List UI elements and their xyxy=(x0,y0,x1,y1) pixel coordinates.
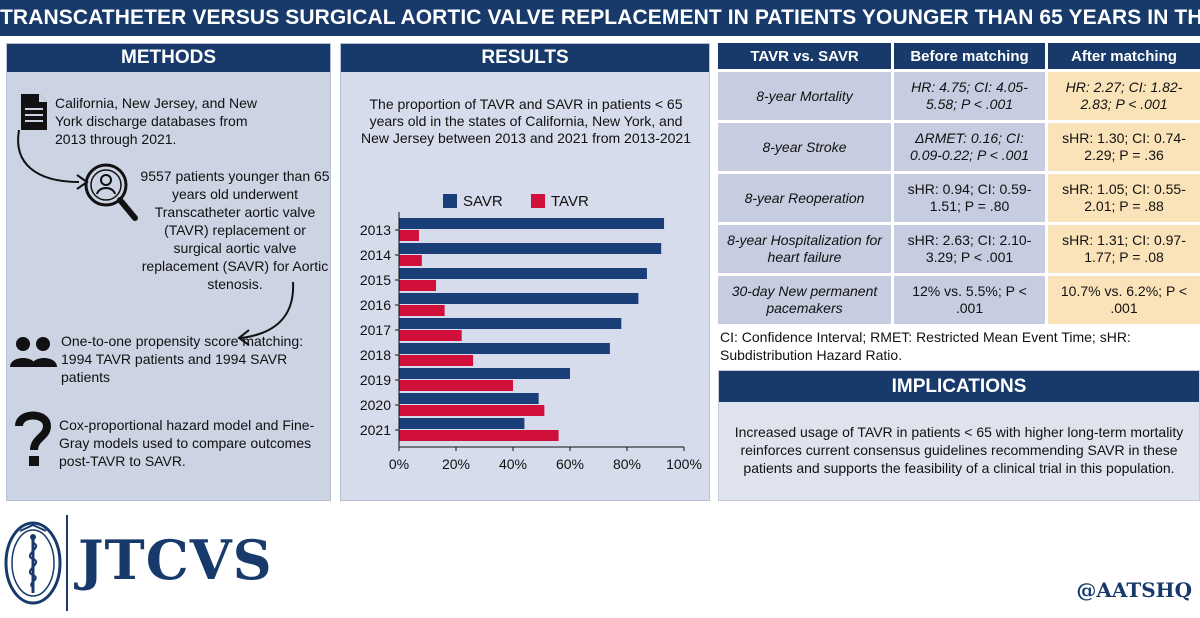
x-tick-label: 80% xyxy=(613,456,641,472)
bar-tavr-2019 xyxy=(399,380,513,391)
bar-savr-2013 xyxy=(399,218,665,229)
bar-savr-2018 xyxy=(399,343,610,354)
bar-savr-2014 xyxy=(399,243,662,254)
y-tick-label: 2016 xyxy=(360,297,391,313)
results-heading: RESULTS xyxy=(341,44,709,72)
methods-heading: METHODS xyxy=(7,44,330,72)
table-cell-after: 10.7% vs. 6.2%; P < .001 xyxy=(1048,276,1200,324)
table-header-after: After matching xyxy=(1048,43,1200,69)
results-panel: RESULTS The proportion of TAVR and SAVR … xyxy=(340,43,710,501)
question-icon xyxy=(15,411,52,466)
y-tick-label: 2018 xyxy=(360,347,391,363)
legend-label-tavr: TAVR xyxy=(551,193,589,210)
table-cell-after: HR: 2.27; CI: 1.82-2.83; P < .001 xyxy=(1048,72,1200,120)
bar-tavr-2020 xyxy=(399,405,545,416)
x-tick-label: 40% xyxy=(499,456,527,472)
implications-panel: IMPLICATIONS Increased usage of TAVR in … xyxy=(718,370,1200,501)
table-cell-before: sHR: 2.63; CI: 2.10-3.29; P < .001 xyxy=(894,225,1045,273)
logo-divider xyxy=(66,515,68,611)
twitter-handle: @AATSHQ xyxy=(1076,578,1192,602)
table-header-comparison: TAVR vs. SAVR xyxy=(718,43,891,69)
document-icon xyxy=(21,94,47,130)
x-tick-label: 20% xyxy=(442,456,470,472)
table-row-label: 30-day New permanent pacemakers xyxy=(718,276,891,324)
implications-text: Increased usage of TAVR in patients < 65… xyxy=(734,424,1184,476)
magnifier-person-icon xyxy=(84,163,138,221)
table-row: 8-year Hospitalization for heart failure… xyxy=(718,225,1200,273)
table-header-before: Before matching xyxy=(894,43,1045,69)
y-tick-label: 2021 xyxy=(360,422,391,438)
y-tick-label: 2013 xyxy=(360,222,391,238)
bar-tavr-2014 xyxy=(399,255,422,266)
chart-title: The proportion of TAVR and SAVR in patie… xyxy=(361,96,691,146)
people-icon xyxy=(10,337,57,367)
x-tick-label: 100% xyxy=(666,456,702,472)
y-tick-label: 2014 xyxy=(360,247,391,263)
bar-savr-2017 xyxy=(399,318,622,329)
table-row-label: 8-year Mortality xyxy=(718,72,891,120)
bar-tavr-2015 xyxy=(399,280,437,291)
table-cell-after: sHR: 1.31; CI: 0.97-1.77; P = .08 xyxy=(1048,225,1200,273)
table-header-row: TAVR vs. SAVR Before matching After matc… xyxy=(718,43,1200,69)
table-row: 8-year Stroke ΔRMET: 0.16; CI: 0.09-0.22… xyxy=(718,123,1200,171)
table-row-label: 8-year Stroke xyxy=(718,123,891,171)
bar-tavr-2018 xyxy=(399,355,474,366)
aats-seal-icon xyxy=(4,521,62,605)
methods-item-matching: One-to-one propensity score matching: 19… xyxy=(61,333,304,385)
y-tick-label: 2019 xyxy=(360,372,391,388)
journal-logo: JTCVS xyxy=(78,528,273,592)
table-cell-before: sHR: 0.94; CI: 0.59-1.51; P = .80 xyxy=(894,174,1045,222)
bar-savr-2021 xyxy=(399,418,525,429)
arrow-curve-icon xyxy=(237,281,295,346)
bar-savr-2020 xyxy=(399,393,539,404)
table-cell-before: 12% vs. 5.5%; P < .001 xyxy=(894,276,1045,324)
table-row-label: 8-year Hospitalization for heart failure xyxy=(718,225,891,273)
methods-item-patients: 9557 patients younger than 65 years old … xyxy=(140,168,330,292)
implications-heading: IMPLICATIONS xyxy=(719,371,1199,402)
x-tick-label: 60% xyxy=(556,456,584,472)
bar-tavr-2021 xyxy=(399,430,559,441)
table-row: 8-year Reoperation sHR: 0.94; CI: 0.59-1… xyxy=(718,174,1200,222)
table-row-label: 8-year Reoperation xyxy=(718,174,891,222)
legend-swatch-tavr xyxy=(531,194,545,208)
y-tick-label: 2017 xyxy=(360,322,391,338)
table-footnote: CI: Confidence Interval; RMET: Restricte… xyxy=(720,329,1131,363)
table-cell-after: sHR: 1.05; CI: 0.55-2.01; P = .88 xyxy=(1048,174,1200,222)
y-tick-label: 2020 xyxy=(360,397,391,413)
legend-label-savr: SAVR xyxy=(463,193,503,210)
y-tick-label: 2015 xyxy=(360,272,391,288)
table-cell-after: sHR: 1.30; CI: 0.74-2.29; P = .36 xyxy=(1048,123,1200,171)
methods-panel: METHODS California, New Jersey, and New … xyxy=(6,43,331,501)
methods-item-models: Cox-proportional hazard model and Fine-G… xyxy=(59,417,315,469)
table-row: 30-day New permanent pacemakers 12% vs. … xyxy=(718,276,1200,324)
bar-tavr-2017 xyxy=(399,330,462,341)
bar-savr-2016 xyxy=(399,293,639,304)
legend-swatch-savr xyxy=(443,194,457,208)
bar-savr-2019 xyxy=(399,368,570,379)
bar-chart: SAVR TAVR 2013 2014 2015 2016 2017 2018 2019 2020… xyxy=(360,193,702,472)
table-cell-before: ΔRMET: 0.16; CI: 0.09-0.22; P < .001 xyxy=(894,123,1045,171)
table-cell-before: HR: 4.75; CI: 4.05-5.58; P < .001 xyxy=(894,72,1045,120)
methods-item-databases: California, New Jersey, and New York dis… xyxy=(55,95,258,147)
title-banner: TRANSCATHETER VERSUS SURGICAL AORTIC VAL… xyxy=(0,0,1200,36)
bar-tavr-2013 xyxy=(399,230,419,241)
bar-tavr-2016 xyxy=(399,305,445,316)
table-row: 8-year Mortality HR: 4.75; CI: 4.05-5.58… xyxy=(718,72,1200,120)
x-tick-label: 0% xyxy=(389,456,409,472)
bar-savr-2015 xyxy=(399,268,647,279)
